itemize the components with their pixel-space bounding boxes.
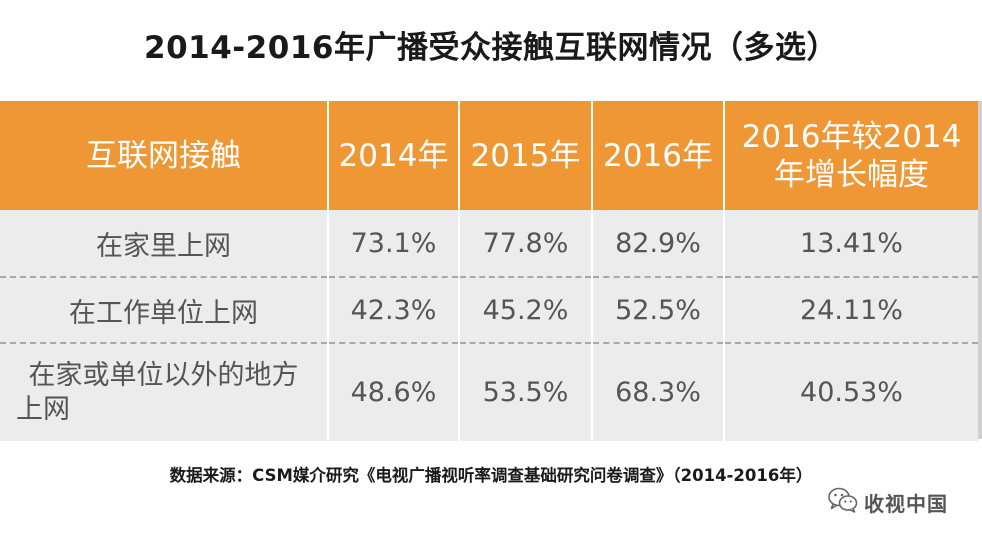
table-header-row: 互联网接触 2014年 2015年 2016年 2016年较2014 年增长幅度 <box>0 101 978 210</box>
table-row: 在工作单位上网 42.3% 45.2% 52.5% 24.11% <box>0 277 978 344</box>
cell-growth: 40.53% <box>724 343 978 441</box>
watermark-text: 收视中国 <box>864 491 948 516</box>
row-label: 在家或单位以外的地方 上网 <box>0 343 329 441</box>
row-label-line1: 在家或单位以外的地方 <box>28 359 299 391</box>
wechat-icon <box>828 487 858 517</box>
row-label-line2: 上网 <box>16 393 70 425</box>
cell-2016: 68.3% <box>592 343 725 441</box>
cell-2014: 42.3% <box>328 277 460 344</box>
row-label: 在家里上网 <box>0 210 329 278</box>
cell-2014: 48.6% <box>328 343 460 441</box>
header-growth-line2: 年增长幅度 <box>774 156 929 193</box>
header-cell-category: 互联网接触 <box>0 101 329 210</box>
data-table-container: 互联网接触 2014年 2015年 2016年 2016年较2014 年增长幅度… <box>0 101 982 441</box>
cell-2015: 77.8% <box>459 210 593 278</box>
cell-2015: 45.2% <box>459 277 593 344</box>
page-title: 2014-2016年广播受众接触互联网情况（多选） <box>144 30 838 66</box>
watermark: 收视中国 <box>828 487 948 517</box>
cell-2016: 82.9% <box>592 210 725 278</box>
cell-growth: 24.11% <box>724 277 978 344</box>
cell-growth: 13.41% <box>724 210 978 278</box>
table-row: 在家或单位以外的地方 上网 48.6% 53.5% 68.3% 40.53% <box>0 343 978 441</box>
table-shadow <box>978 101 982 439</box>
header-cell-2016: 2016年 <box>592 101 725 210</box>
table-row: 在家里上网 73.1% 77.8% 82.9% 13.41% <box>0 210 978 278</box>
cell-2014: 73.1% <box>328 210 460 278</box>
header-cell-2015: 2015年 <box>459 101 593 210</box>
source-note: 数据来源：CSM媒介研究《电视广播视听率调查基础研究问卷调查》（2014-201… <box>169 466 813 485</box>
cell-2015: 53.5% <box>459 343 593 441</box>
header-cell-growth: 2016年较2014 年增长幅度 <box>724 101 978 210</box>
cell-2016: 52.5% <box>592 277 725 344</box>
header-cell-2014: 2014年 <box>328 101 460 210</box>
header-growth-line1: 2016年较2014 <box>741 118 962 155</box>
data-table: 互联网接触 2014年 2015年 2016年 2016年较2014 年增长幅度… <box>0 101 978 441</box>
row-label: 在工作单位上网 <box>0 277 329 344</box>
